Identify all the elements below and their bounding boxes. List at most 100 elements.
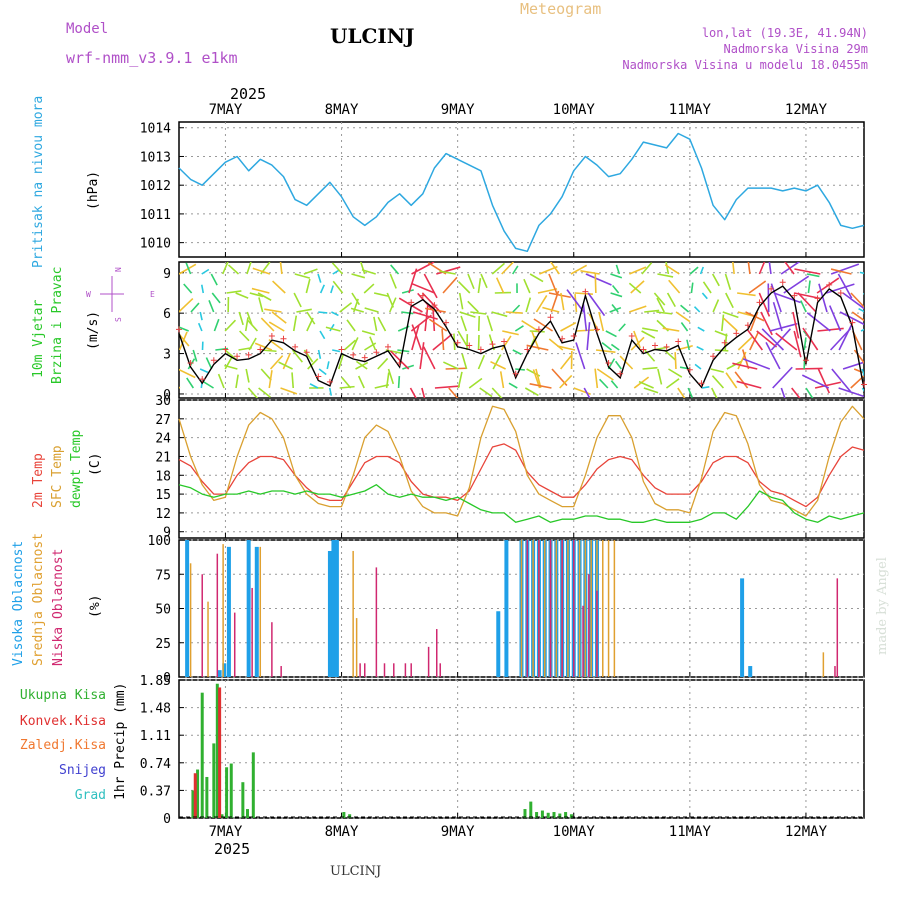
precip-bar-0 — [552, 812, 556, 818]
wind-vector — [663, 349, 677, 362]
wind-vector — [780, 387, 786, 398]
wind-vector — [279, 262, 283, 275]
wind-gust-marker — [443, 319, 450, 326]
y-tick-label: 1.48 — [140, 702, 171, 717]
wind-vector — [737, 292, 756, 297]
wind-vector — [699, 266, 705, 275]
wind-gust-marker — [802, 357, 809, 364]
wind-vector — [179, 368, 196, 379]
wind-gust-marker — [559, 335, 566, 342]
wind-ylabel-sub: Brzina i Pravac — [50, 267, 65, 384]
y-tick-label: 1.85 — [140, 674, 171, 689]
wind-vector — [306, 311, 316, 325]
wind-vector — [792, 311, 800, 339]
wind-gust-marker — [698, 380, 705, 387]
wind-vector — [339, 302, 353, 313]
pressure-unit: (hPa) — [86, 171, 101, 210]
wind-vector — [190, 302, 200, 313]
wind-vector — [364, 307, 379, 313]
wind-gust-marker — [640, 346, 647, 353]
wind-vector — [749, 331, 760, 351]
wind-vector — [722, 311, 739, 319]
precip-bar-0 — [241, 782, 245, 818]
wind-vector — [501, 335, 512, 351]
day-label-bottom: 11MAY — [669, 824, 712, 840]
wind-gust-marker — [593, 326, 600, 333]
compass-e: E — [150, 290, 155, 299]
wind-vector — [711, 375, 725, 389]
precip-bar-0 — [246, 809, 249, 818]
wind-vector — [831, 368, 852, 393]
wind-vector — [697, 326, 705, 332]
wind-vector — [332, 349, 341, 353]
legend-convective-rain: Konvek.Kisa — [20, 714, 106, 729]
wind-vector — [434, 385, 460, 389]
wind-vector — [361, 330, 376, 336]
wind-vector — [389, 297, 397, 313]
wind-vector — [332, 280, 344, 294]
wind-vector — [736, 380, 762, 389]
wind-vector — [830, 268, 852, 275]
wind-gust-marker — [814, 295, 821, 302]
wind-gust-marker — [710, 353, 717, 360]
wind-vector — [402, 364, 415, 370]
wind-vector — [598, 311, 605, 332]
wind-gust-marker — [361, 354, 368, 361]
wind-vector — [724, 333, 728, 351]
precip-bar-0 — [564, 812, 568, 818]
y-tick-label: 0 — [163, 388, 171, 403]
wind-vector — [723, 317, 738, 332]
wind-vector — [251, 287, 270, 294]
wind-vector — [199, 311, 203, 321]
legend-frozen-rain: Zaledj.Kisa — [20, 738, 106, 753]
wind-vector — [585, 273, 612, 286]
wind-vector — [838, 387, 864, 398]
wind-vector — [732, 262, 735, 275]
wind-vector — [468, 377, 483, 389]
wind-vector — [756, 330, 778, 348]
wind-vector — [574, 293, 578, 313]
wind-vectors — [179, 262, 864, 398]
wind-vector — [467, 300, 479, 313]
wind-vector — [838, 324, 853, 351]
wind-vector — [686, 339, 691, 351]
wind-vector — [350, 307, 364, 313]
wind-vector — [332, 269, 340, 275]
wind-vector — [246, 311, 253, 326]
pressure-ylabel: Pritisak na nivou mora — [31, 96, 46, 268]
wind-vector — [439, 270, 456, 275]
wind-vector — [611, 304, 619, 313]
wind-vector — [260, 368, 272, 381]
precip-unit: 1hr Precip (mm) — [113, 683, 128, 800]
wind-vector — [610, 343, 620, 351]
wind-vector — [355, 360, 368, 370]
wind-vector — [858, 307, 864, 313]
day-label-top: 7MAY — [209, 102, 243, 118]
wind-vector — [566, 289, 585, 313]
wind-vector — [278, 361, 293, 370]
precip-bar-0 — [540, 810, 544, 818]
y-tick-label: 21 — [155, 450, 171, 465]
wind-vector — [610, 292, 623, 298]
wind-vector — [611, 285, 620, 294]
wind-vector — [397, 375, 401, 389]
wind-vector — [254, 342, 273, 351]
wind-gust-marker — [350, 351, 357, 358]
wind-vector — [550, 290, 560, 313]
wind-vector — [860, 328, 864, 332]
wind-gust-marker — [187, 359, 194, 366]
wind-vector — [679, 366, 691, 370]
wind-vector — [329, 323, 335, 332]
wind-gust-marker — [292, 343, 299, 350]
wind-vector — [199, 368, 209, 374]
wind-vector — [361, 269, 376, 275]
wind-vector — [264, 308, 282, 313]
wind-vector — [337, 354, 344, 370]
wind-vector — [807, 280, 811, 294]
wind-vector — [292, 315, 298, 332]
panel-frame-2 — [178, 399, 865, 539]
y-tick-label: 0 — [163, 812, 171, 827]
wind-gust-marker — [477, 346, 484, 353]
wind-vector — [524, 387, 539, 397]
wind-vector — [280, 387, 298, 395]
